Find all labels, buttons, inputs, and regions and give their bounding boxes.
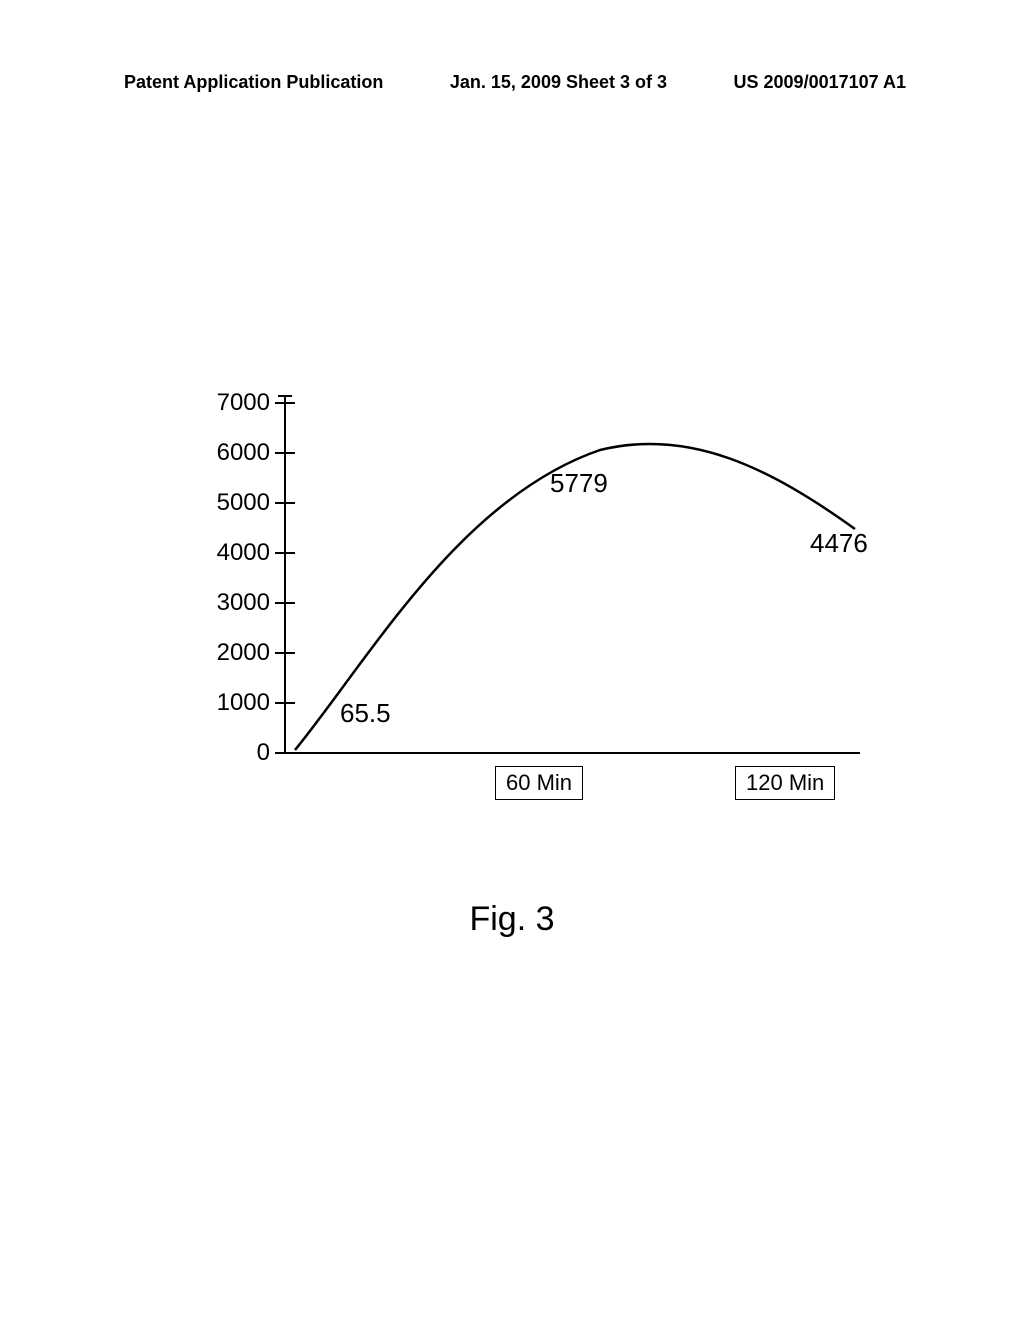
data-label-1: 5779 bbox=[550, 468, 608, 499]
header-center: Jan. 15, 2009 Sheet 3 of 3 bbox=[450, 72, 667, 93]
figure-caption: Fig. 3 bbox=[469, 900, 554, 939]
x-label-60min: 60 Min bbox=[495, 766, 583, 800]
y-tick-6000: 6000 bbox=[217, 439, 270, 467]
y-tick-1000: 1000 bbox=[217, 689, 270, 717]
chart: 0 1000 2000 3000 4000 5000 6000 7000 65.… bbox=[130, 388, 890, 848]
header-right: US 2009/0017107 A1 bbox=[734, 72, 906, 93]
y-tick-2000: 2000 bbox=[217, 639, 270, 667]
y-tick-4000: 4000 bbox=[217, 539, 270, 567]
data-label-2: 4476 bbox=[810, 528, 868, 559]
y-tick-7000: 7000 bbox=[217, 389, 270, 417]
page-header: Patent Application Publication Jan. 15, … bbox=[0, 72, 1024, 93]
y-tick-3000: 3000 bbox=[217, 589, 270, 617]
y-tick-0: 0 bbox=[257, 739, 270, 767]
data-label-0: 65.5 bbox=[340, 698, 391, 729]
x-label-120min: 120 Min bbox=[735, 766, 835, 800]
header-left: Patent Application Publication bbox=[124, 72, 383, 93]
y-tick-5000: 5000 bbox=[217, 489, 270, 517]
